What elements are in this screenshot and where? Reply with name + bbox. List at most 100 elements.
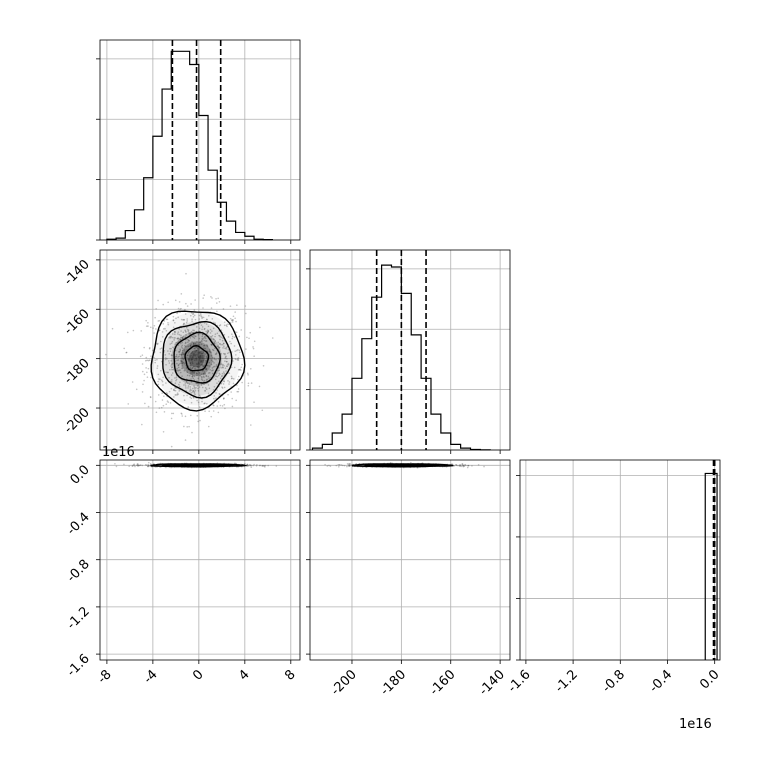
scatter-point <box>167 401 170 403</box>
scatter-point <box>209 369 211 371</box>
scatter-point <box>205 330 208 333</box>
scatter-point <box>173 331 176 333</box>
scatter-point <box>178 363 181 365</box>
scatter-point <box>201 328 203 331</box>
scatter-point <box>193 347 196 350</box>
scatter-point <box>210 354 213 357</box>
scatter-point <box>157 373 160 376</box>
hist2d-panel-param1-param3 <box>96 459 301 664</box>
scatter-point <box>200 359 203 362</box>
scatter-point <box>199 360 202 362</box>
scatter-point <box>197 347 199 349</box>
hist2d-panel-param2-param3 <box>306 459 511 664</box>
scatter-point <box>207 325 210 328</box>
scatter-point <box>207 330 210 333</box>
scatter-point <box>180 353 182 356</box>
scatter-point <box>206 332 208 335</box>
scatter-point <box>198 394 201 397</box>
scatter-point <box>195 372 198 375</box>
scatter-point <box>136 464 138 467</box>
scatter-point <box>188 339 190 342</box>
scatter-point <box>246 372 249 375</box>
scatter-point <box>196 414 199 417</box>
scatter-point <box>191 431 193 434</box>
scatter-point <box>195 386 197 389</box>
scatter-point <box>170 445 173 448</box>
scatter-point <box>192 365 195 368</box>
scatter-point <box>204 360 207 362</box>
scatter-point <box>227 323 230 326</box>
scatter-point <box>227 336 230 338</box>
scatter-point <box>199 374 201 377</box>
scatter-point <box>205 375 208 377</box>
scatter-point <box>208 349 211 351</box>
scatter-point <box>174 387 176 389</box>
scatter-point <box>210 307 213 309</box>
scatter-point <box>217 358 220 360</box>
axes-frame <box>309 249 511 451</box>
scatter-point <box>155 308 157 310</box>
scatter-point <box>145 367 147 369</box>
scatter-point <box>223 333 226 336</box>
scatter-point <box>132 464 134 467</box>
scatter-point <box>196 399 198 402</box>
scatter-point <box>199 355 202 357</box>
scatter-point <box>192 374 194 377</box>
scatter-point <box>180 330 182 332</box>
scatter-point <box>191 371 193 374</box>
scatter-point <box>264 466 266 468</box>
scatter-point <box>250 466 253 469</box>
scatter-point <box>186 374 189 377</box>
scatter-point <box>217 411 220 414</box>
scatter-point <box>204 387 207 389</box>
scatter-point <box>163 328 165 330</box>
scatter-point <box>253 463 255 466</box>
contour-line <box>184 344 210 372</box>
contour-line <box>352 463 454 468</box>
scatter-point <box>167 350 169 352</box>
scatter-point <box>233 366 236 369</box>
scatter-point <box>168 336 170 339</box>
scatter-point <box>211 367 214 369</box>
scatter-point <box>186 305 189 307</box>
scatter-point <box>186 354 188 357</box>
scatter-point <box>171 333 174 335</box>
scatter-point <box>229 305 232 307</box>
scatter-point <box>347 463 350 466</box>
scatter-point <box>196 372 198 375</box>
scatter-point <box>173 388 175 391</box>
scatter-point <box>125 351 128 354</box>
scatter-point <box>261 409 264 412</box>
scatter-point <box>193 372 195 375</box>
scatter-point <box>137 465 139 467</box>
scatter-point <box>154 316 156 319</box>
scatter-point <box>145 356 148 359</box>
scatter-point <box>220 336 223 339</box>
scatter-point <box>171 368 173 371</box>
scatter-point <box>194 347 196 350</box>
scatter-point <box>194 389 197 392</box>
scatter-point <box>192 390 195 392</box>
scatter-point <box>215 375 217 378</box>
scatter-point <box>211 372 214 375</box>
scatter-point <box>179 348 181 351</box>
scatter-point <box>218 347 221 349</box>
scatter-point <box>236 359 239 361</box>
scatter-point <box>455 463 457 466</box>
scatter-point <box>187 352 190 354</box>
scatter-point <box>148 359 151 362</box>
contour-line <box>150 310 246 412</box>
scatter-point <box>179 308 181 310</box>
scatter-point <box>206 402 208 405</box>
scatter-point <box>149 326 152 329</box>
scatter-point <box>235 331 238 334</box>
scatter-point <box>154 361 156 364</box>
scatter-point <box>220 375 223 378</box>
scatter-point <box>147 321 149 324</box>
scatter-point <box>171 336 174 339</box>
scatter-point <box>137 463 139 465</box>
scatter-point <box>156 343 159 346</box>
scatter-point <box>240 369 242 371</box>
scatter-point <box>190 343 192 345</box>
